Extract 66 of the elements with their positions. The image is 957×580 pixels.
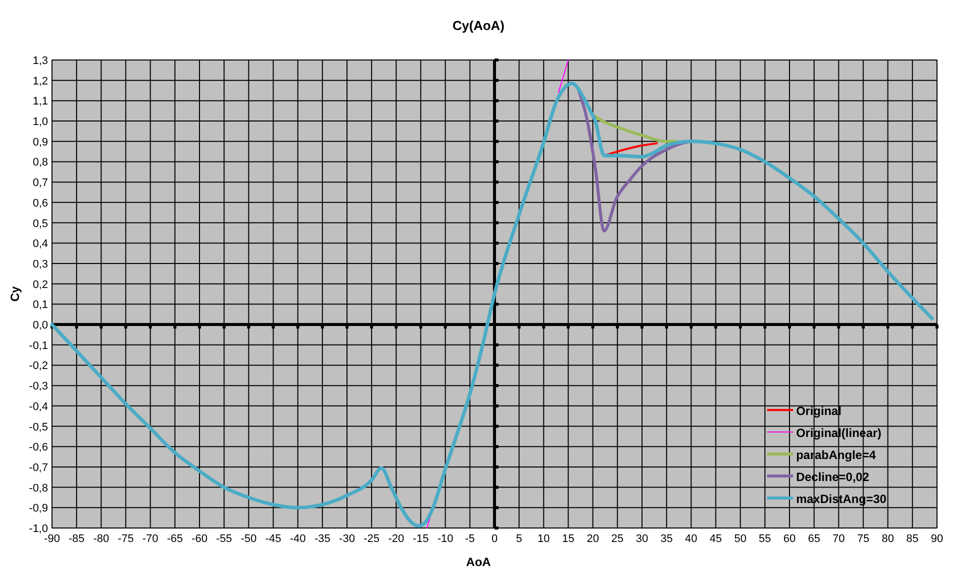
y-tick-label: 0,7 — [32, 177, 48, 190]
x-tick-label: 20 — [586, 533, 599, 545]
x-tick-label: -45 — [265, 533, 282, 545]
x-tick-label: -35 — [314, 533, 330, 545]
x-tick-label: -10 — [437, 533, 454, 545]
y-tick-label: -0,9 — [29, 502, 48, 515]
y-tick-label: -0,8 — [29, 482, 48, 494]
x-tick-label: -85 — [68, 533, 85, 545]
x-tick-label: 85 — [906, 533, 919, 545]
y-tick-label: 1,2 — [32, 75, 48, 88]
y-tick-label: 1,1 — [32, 96, 48, 108]
y-tick-label: 0,3 — [32, 258, 48, 270]
chart-title: Cy(AoA) — [452, 18, 504, 33]
x-tick-label: -5 — [465, 533, 475, 545]
y-tick-label: -0,6 — [29, 442, 48, 454]
y-axis-title: Cy — [8, 286, 22, 302]
y-tick-label: 0,9 — [32, 136, 48, 148]
y-tick-label: 1,3 — [32, 55, 48, 67]
x-tick-label: 60 — [783, 533, 796, 545]
x-tick-label: -60 — [192, 533, 208, 545]
x-tick-label: -30 — [339, 533, 355, 545]
y-tick-label: 1,0 — [32, 116, 48, 128]
x-tick-label: 5 — [516, 533, 522, 545]
x-axis-title: AoA — [466, 555, 492, 569]
x-tick-label: -20 — [388, 533, 404, 545]
y-tick-label: 0,5 — [32, 218, 48, 230]
y-tick-label: 0,6 — [32, 197, 48, 210]
x-tick-label: -15 — [412, 533, 429, 545]
x-tick-label: 70 — [832, 533, 845, 545]
line-series — [50, 82, 934, 528]
x-tick-label: -25 — [364, 533, 380, 545]
line-series — [591, 113, 678, 143]
x-tick-label: 80 — [882, 533, 894, 545]
x-tick-label: -80 — [93, 533, 110, 545]
y-tick-label: -0,3 — [29, 380, 48, 393]
y-tick-label: 0,8 — [32, 156, 48, 169]
x-tick-label: 0 — [491, 533, 498, 545]
x-tick-label: 35 — [660, 533, 673, 545]
y-tick-label: 0,2 — [32, 278, 48, 291]
x-tick-label: 10 — [538, 533, 550, 545]
y-tick-label: -0,7 — [29, 462, 48, 474]
x-tick-label: 50 — [734, 533, 746, 545]
y-tick-label: -0,4 — [29, 400, 48, 413]
y-tick-label: 0,4 — [32, 238, 48, 250]
y-tick-label: -0,2 — [29, 360, 48, 372]
x-tick-label: -50 — [240, 533, 257, 545]
y-tick-label: -0,1 — [29, 340, 48, 352]
x-tick-label: 65 — [808, 533, 820, 545]
x-tick-label: 30 — [636, 533, 648, 545]
x-tick-label: 40 — [685, 533, 698, 545]
x-tick-label: -40 — [290, 533, 306, 545]
y-tick-label: -0,5 — [29, 421, 48, 434]
y-tick-label: 0,0 — [32, 320, 48, 332]
x-tick-label: -55 — [216, 533, 232, 545]
y-tick-label: -1,0 — [29, 523, 48, 535]
x-tick-label: 75 — [857, 533, 870, 545]
x-tick-label: -65 — [166, 533, 183, 545]
x-tick-label: -75 — [118, 533, 134, 545]
x-tick-label: 15 — [562, 533, 574, 545]
x-tick-label: -70 — [142, 533, 158, 545]
x-tick-label: 45 — [710, 533, 722, 545]
x-tick-label: 55 — [758, 533, 772, 545]
x-tick-label: 90 — [930, 533, 944, 545]
x-tick-label: 25 — [611, 533, 624, 545]
x-tick-label: -90 — [44, 533, 60, 545]
y-tick-label: 0,1 — [32, 299, 48, 312]
